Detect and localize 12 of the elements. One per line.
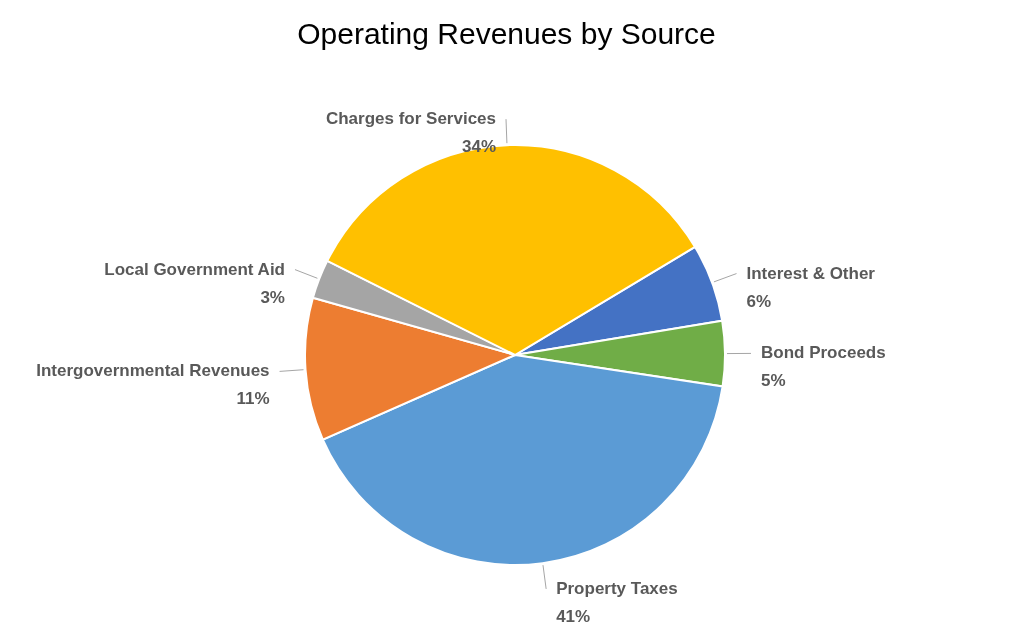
slice-label: Intergovernmental Revenues <box>36 361 270 381</box>
chart-title: Operating Revenues by Source <box>297 17 716 50</box>
slice-label: Bond Proceeds <box>760 343 886 363</box>
slice-label: Property Taxes <box>556 578 678 598</box>
data-label: 5% <box>760 371 786 391</box>
slice-label: Interest & Other <box>746 263 876 283</box>
data-label: 6% <box>746 291 772 311</box>
data-label: 3% <box>260 287 285 307</box>
slice-label: Local Government Aid <box>104 259 285 279</box>
slice-label: Charges for Services <box>325 109 496 129</box>
data-label: 11% <box>236 389 270 409</box>
data-label: 41% <box>556 606 591 626</box>
